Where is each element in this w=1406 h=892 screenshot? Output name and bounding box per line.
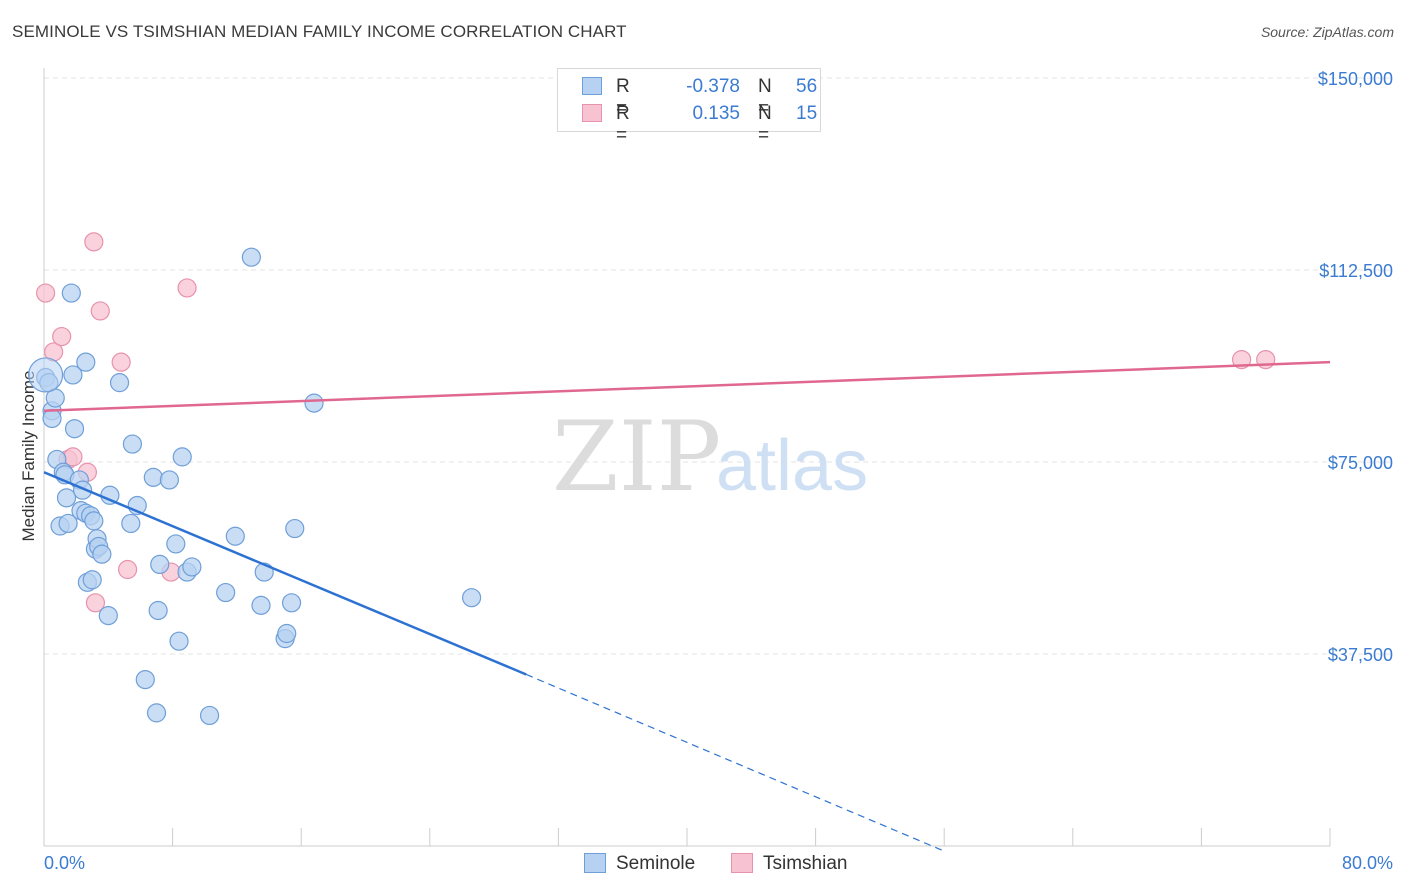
seminole-point [461,588,482,608]
y-tick-label: $37,500 [1328,645,1393,665]
tsimshian-points [36,232,1276,613]
seminole-points [28,247,482,726]
seminole-point [64,419,85,439]
tsimshian-point [84,232,104,252]
seminole-point [84,511,104,531]
tsimshian-point [177,278,197,298]
y-tick-label: $75,000 [1328,453,1393,473]
tsimshian-legend-label: Tsimshian [763,853,848,874]
tsimshian-legend-swatch [731,853,753,873]
x-tick-label-max: 80.0% [1342,853,1393,873]
n-label: N = [758,103,772,146]
x-tick-marks [43,828,1331,846]
chart-title: SEMINOLE VS TSIMSHIAN MEDIAN FAMILY INCO… [12,22,627,41]
seminole-legend-swatch [584,853,606,873]
seminole-point [159,470,179,490]
r-label: R = [616,103,630,146]
seminole-point [63,365,83,385]
seminole-swatch [582,77,602,95]
seminole-point [82,570,102,590]
seminole-point-large [28,357,64,393]
seminole-legend-label: Seminole [616,853,696,874]
seminole-point [281,593,302,613]
n-value: 15 [796,103,818,124]
tsimshian-point [52,326,72,347]
seminole-trend-extension [526,673,945,852]
seminole-point [172,447,192,467]
watermark-zip: ZIP [552,401,721,513]
seminole-point [58,513,78,534]
seminole-point [76,352,96,372]
y-tick-label: $112,500 [1319,261,1393,281]
seminole-point [42,408,62,429]
seminole-point [146,703,167,723]
tsimshian-point [36,283,56,303]
seminole-point [98,605,118,626]
seminole-point [109,373,130,393]
tsimshian-point [111,352,131,372]
seminole-point [122,434,143,454]
y-axis-label: Median Family Income [19,370,38,541]
seminole-point [150,554,170,575]
source-label: Source: ZipAtlas.com [1260,24,1394,40]
seminole-point [92,544,112,564]
r-label: R = [616,76,630,119]
seminole-trend-line [43,471,527,676]
seminole-point [225,526,245,546]
seminole-point [61,283,81,303]
x-tick-label-min: 0.0% [44,853,85,873]
tsimshian-swatch [582,104,602,122]
y-tick-labels: $37,500 $75,000 $112,500 $150,000 [1318,69,1393,665]
seminole-point [285,518,305,539]
tsimshian-point [117,559,138,580]
seminole-point [148,600,168,621]
seminole-point [241,247,261,267]
seminole-point [121,513,141,534]
tsimshian-trend-line [43,360,1331,413]
r-value: 0.135 [692,103,740,124]
seminole-point [216,582,236,603]
seminole-point [304,393,324,413]
y-tick-label: $150,000 [1318,69,1393,89]
watermark-atlas: atlas [716,426,868,506]
tsimshian-point [63,447,83,467]
n-value: 56 [796,76,818,97]
seminole-point [135,669,155,690]
seminole-point [277,623,297,644]
seminole-point [143,467,163,487]
r-value: -0.378 [686,76,740,97]
tsimshian-point [85,593,106,613]
seminole-point [166,534,186,554]
seminole-point [199,705,220,726]
tsimshian-point [90,301,110,321]
stats-legend: R = -0.378 N = 56 R = 0.135 N = 15 [557,68,821,146]
n-label: N = [758,76,772,119]
seminole-point [251,595,271,615]
seminole-point [56,488,77,508]
seminole-point [169,631,189,651]
grid-lines [44,77,1393,655]
seminole-point [182,557,202,577]
trend-lines [43,360,1331,852]
